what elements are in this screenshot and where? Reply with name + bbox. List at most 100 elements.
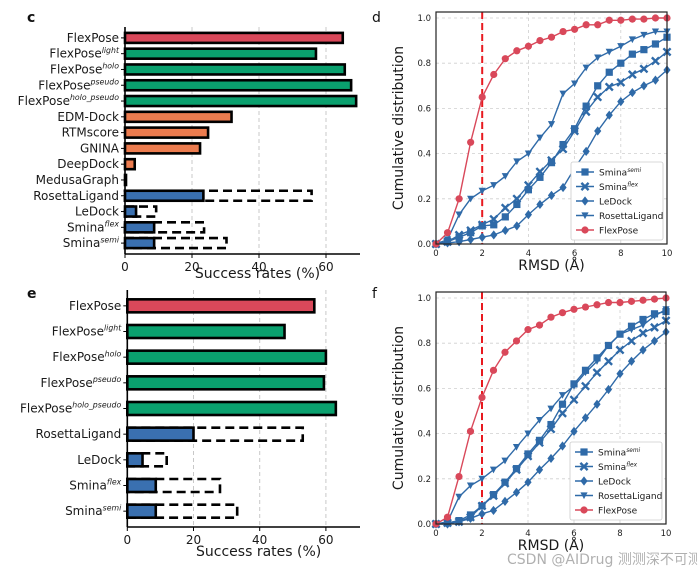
marker-triangle xyxy=(628,36,636,44)
marker-x xyxy=(616,77,626,87)
plot-frame xyxy=(435,291,667,525)
legend-item: Sminaflex xyxy=(576,182,639,193)
category-label: FlexPoselight xyxy=(49,46,120,61)
marker-circle xyxy=(570,305,578,313)
marker-circle xyxy=(466,427,475,435)
x-tick-label: 40 xyxy=(251,260,266,274)
marker-circle xyxy=(650,295,659,303)
bar xyxy=(123,157,137,171)
marker-triangle xyxy=(455,211,463,219)
legend-item: Sminasemi xyxy=(576,168,642,179)
marker-square xyxy=(582,102,590,110)
legend-label: Sminasemi xyxy=(599,168,642,179)
bar xyxy=(126,503,158,519)
legend-label: Sminasemi xyxy=(598,448,641,459)
bar xyxy=(123,78,353,92)
marker-square xyxy=(651,40,660,48)
marker-triangle xyxy=(489,466,498,474)
marker-diamond xyxy=(581,196,589,206)
marker-circle xyxy=(582,21,590,29)
marker-circle xyxy=(639,296,647,304)
marker-circle xyxy=(489,366,498,374)
y-tick-label: 0.8 xyxy=(417,59,431,69)
marker-diamond xyxy=(580,476,588,486)
legend-item: FlexPose xyxy=(576,226,639,237)
marker-circle xyxy=(605,16,613,24)
marker-square xyxy=(605,68,613,76)
y-tick-label: 0.2 xyxy=(417,195,431,205)
x-tick-label: 6 xyxy=(571,529,576,539)
marker-x xyxy=(558,144,568,154)
category-label: MedusaGraph xyxy=(36,173,119,187)
marker-circle xyxy=(651,14,660,22)
marker-square xyxy=(593,354,601,362)
marker-square xyxy=(594,82,602,90)
series-rosettaligand xyxy=(432,28,671,248)
panel-f: f 0 2 4 6 8 10 0.0 0.2 0.4 0.6 0.8 1.0 RMSD (Å) Cumula… xyxy=(372,286,671,554)
bar xyxy=(126,452,144,468)
marker-circle xyxy=(535,321,544,329)
marker-circle xyxy=(501,55,509,63)
marker-circle xyxy=(594,21,602,29)
marker-diamond xyxy=(616,369,624,379)
marker-diamond xyxy=(536,199,544,210)
bar xyxy=(123,126,210,139)
marker-square xyxy=(501,213,509,221)
series-smina-flex xyxy=(431,47,672,249)
x-tick-label: 0 xyxy=(123,533,131,547)
marker-circle xyxy=(524,326,532,334)
marker-circle xyxy=(581,226,589,234)
marker-triangle xyxy=(547,121,556,128)
marker-x xyxy=(546,424,556,434)
series-flexpose xyxy=(432,14,671,248)
marker-x xyxy=(580,182,590,191)
marker-diamond xyxy=(478,232,486,242)
marker-square xyxy=(571,125,579,133)
legend-label: LeDock xyxy=(598,478,632,488)
marker-diamond xyxy=(547,190,556,201)
marker-triangle xyxy=(478,475,486,483)
x-tick-label: 0 xyxy=(433,249,438,259)
legend-box xyxy=(570,161,664,241)
legend: Sminasemi Sminaflex LeDock RosettaLigand Fle… xyxy=(569,441,663,521)
x-tick-label: 60 xyxy=(318,260,333,274)
marker-circle xyxy=(558,309,567,317)
marker-circle xyxy=(559,27,567,36)
bar xyxy=(123,205,138,218)
bar xyxy=(123,63,347,76)
bar xyxy=(126,298,316,314)
legend-label: FlexPose xyxy=(599,227,639,237)
marker-diamond xyxy=(650,336,659,346)
y-tick-label: 1.0 xyxy=(417,14,431,24)
marker-triangle xyxy=(570,383,578,390)
marker-diamond xyxy=(639,345,647,355)
y-tick-label: 0.8 xyxy=(417,339,431,349)
marker-circle xyxy=(547,313,555,321)
category-label: LeDock xyxy=(77,453,121,467)
marker-circle xyxy=(478,93,486,101)
x-tick-label: 20 xyxy=(184,260,199,274)
marker-diamond xyxy=(513,221,521,231)
marker-circle xyxy=(604,298,613,307)
marker-x xyxy=(627,336,636,346)
marker-square xyxy=(467,229,475,237)
marker-triangle xyxy=(513,158,521,166)
marker-diamond xyxy=(640,81,648,91)
panel-label: c xyxy=(27,10,35,26)
bar xyxy=(123,31,345,45)
x-tick-label: 20 xyxy=(186,533,201,547)
marker-circle xyxy=(478,393,486,402)
marker-triangle xyxy=(617,43,625,50)
marker-diamond xyxy=(582,146,590,156)
marker-circle xyxy=(455,195,463,203)
marker-x xyxy=(500,203,510,213)
category-label: FlexPosepseudo xyxy=(38,77,119,92)
marker-x xyxy=(523,180,533,190)
marker-x xyxy=(650,322,659,332)
marker-x xyxy=(535,438,544,448)
category-label: FlexPose xyxy=(67,31,119,45)
marker-diamond xyxy=(478,509,486,519)
marker-x xyxy=(523,451,533,461)
marker-triangle xyxy=(604,342,613,350)
x-tick-label: 2 xyxy=(479,249,484,259)
